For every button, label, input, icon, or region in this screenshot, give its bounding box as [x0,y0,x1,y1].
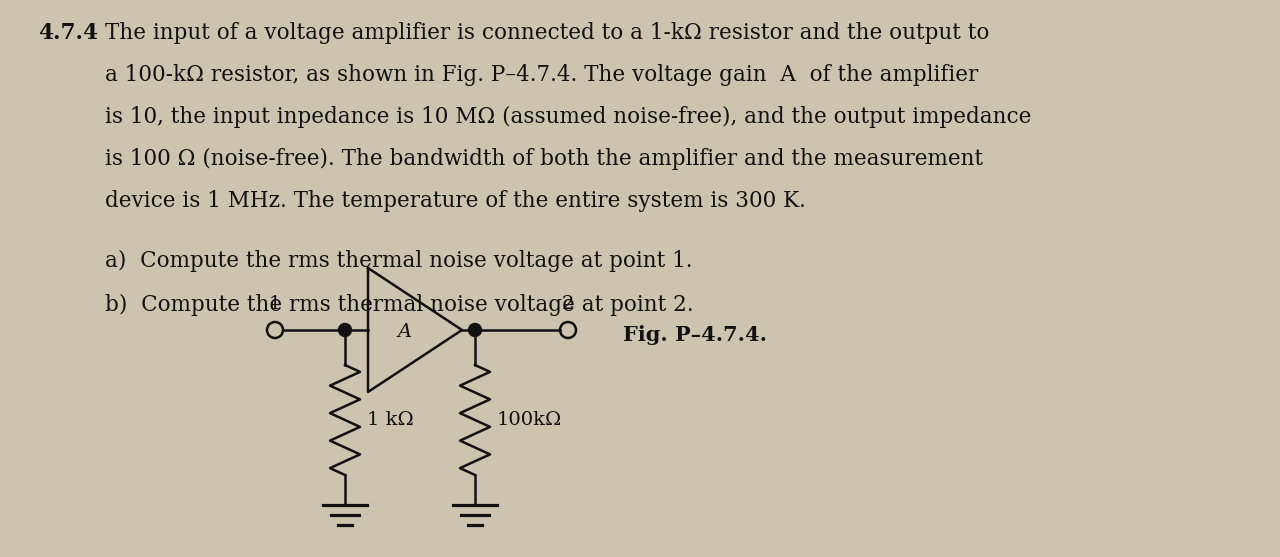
Text: 2: 2 [562,295,575,313]
Text: a 100-kΩ resistor, as shown in Fig. P–4.7.4. The voltage gain  A  of the amplifi: a 100-kΩ resistor, as shown in Fig. P–4.… [105,64,978,86]
Text: b)  Compute the rms thermal noise voltage at point 2.: b) Compute the rms thermal noise voltage… [105,294,694,316]
Text: is 100 Ω (noise-free). The bandwidth of both the amplifier and the measurement: is 100 Ω (noise-free). The bandwidth of … [105,148,983,170]
Text: 4.7.4: 4.7.4 [38,22,99,44]
Text: a)  Compute the rms thermal noise voltage at point 1.: a) Compute the rms thermal noise voltage… [105,250,692,272]
Text: 100kΩ: 100kΩ [497,411,562,429]
Text: A: A [398,323,412,341]
Text: Fig. P–4.7.4.: Fig. P–4.7.4. [623,325,767,345]
Circle shape [468,324,481,336]
Text: 1: 1 [269,295,282,313]
Circle shape [338,324,352,336]
Text: 1 kΩ: 1 kΩ [367,411,413,429]
Text: is 10, the input inpedance is 10 MΩ (assumed noise-free), and the output impedan: is 10, the input inpedance is 10 MΩ (ass… [105,106,1032,128]
Text: The input of a voltage amplifier is connected to a 1-kΩ resistor and the output : The input of a voltage amplifier is conn… [105,22,989,44]
Text: device is 1 MHz. The temperature of the entire system is 300 K.: device is 1 MHz. The temperature of the … [105,190,806,212]
